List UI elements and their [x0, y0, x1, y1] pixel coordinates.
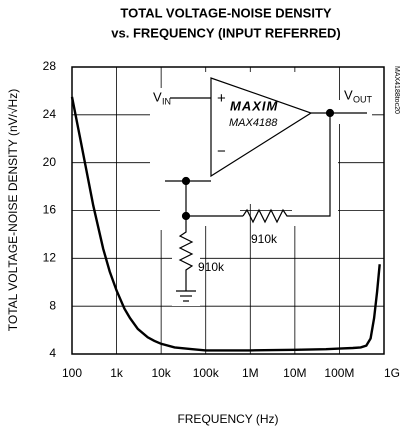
y-tick-label: 16 [43, 203, 57, 217]
x-tick-label: 100M [324, 366, 354, 380]
y-axis-label: TOTAL VOLTAGE-NOISE DENSITY (nV/√Hz) [6, 89, 20, 331]
x-tick-label: 1G [384, 366, 400, 380]
y-tick-label: 8 [49, 298, 56, 312]
annotation: + [217, 90, 226, 107]
y-tick-label: 24 [43, 107, 57, 121]
x-tick-label: 10M [283, 366, 306, 380]
resistor [178, 216, 194, 291]
y-tick-label: 12 [43, 251, 57, 265]
chart-title: vs. FREQUENCY (INPUT REFERRED) [111, 25, 340, 40]
node [325, 108, 335, 118]
annotation: − [217, 143, 226, 160]
annotation: 910k [198, 260, 225, 274]
node [181, 211, 191, 221]
data-line [70, 96, 381, 352]
y-tick-label: 4 [49, 346, 56, 360]
y-tick-label: 28 [43, 59, 57, 73]
chart-title: TOTAL VOLTAGE-NOISE DENSITY [120, 5, 331, 20]
resistor [242, 113, 331, 224]
annotation: MAX4188 [229, 117, 278, 129]
circuit [165, 77, 367, 302]
annotation: OUT [353, 94, 373, 104]
annotation: MAX4188toc20 [393, 66, 400, 114]
x-axis-label: FREQUENCY (Hz) [177, 412, 278, 426]
annotation: V [153, 89, 162, 104]
annotation: 910k [251, 232, 278, 246]
x-tick-label: 100k [193, 366, 220, 380]
op-amp [210, 77, 313, 178]
x-tick-label: 100 [62, 366, 82, 380]
y-tick-label: 20 [43, 155, 57, 169]
x-tick-label: 1k [110, 366, 124, 380]
circuit-background [150, 72, 372, 306]
x-tick-label: 10k [151, 366, 171, 380]
x-tick-label: 1M [242, 366, 259, 380]
annotation: IN [162, 96, 171, 106]
annotation: V [344, 87, 353, 102]
plot-frame [71, 66, 385, 355]
node [181, 176, 191, 186]
annotation: MAXIM [230, 98, 279, 113]
